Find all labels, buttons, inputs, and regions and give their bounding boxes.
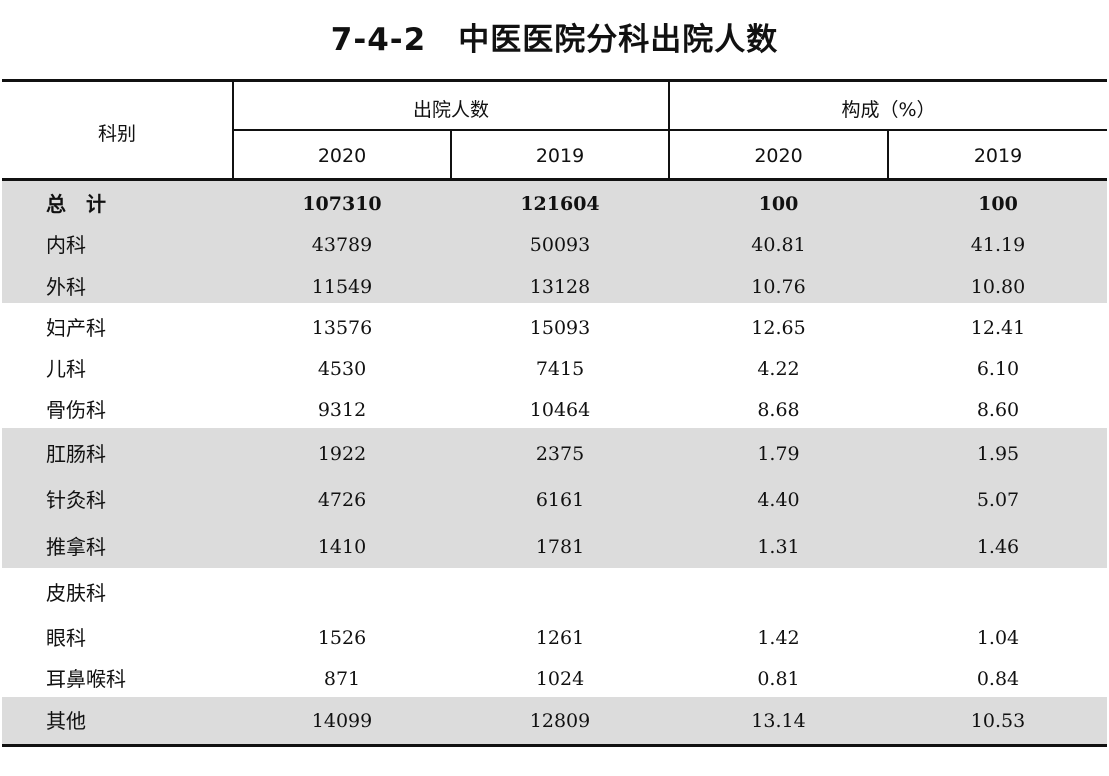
cell-2019-share: 1.95 [976, 443, 1020, 465]
cell-2019-share: 0.84 [976, 668, 1020, 690]
row-label: 耳鼻喉科 [46, 667, 126, 691]
cell-2019-share: 5.07 [976, 489, 1020, 511]
cell-2019-share: 6.10 [976, 358, 1020, 380]
cell-2020-count: 13576 [311, 317, 373, 339]
header-divider [887, 130, 889, 179]
cell-2020-share: 1.79 [757, 443, 800, 465]
cell-2020-share: 40.81 [751, 234, 806, 256]
cell-2020-share: 12.65 [751, 317, 806, 339]
cell-2020-share: 4.40 [757, 489, 800, 511]
cell-2020-count: 871 [323, 668, 361, 690]
cell-2020-count: 14099 [311, 710, 373, 732]
cell-2020-share: 10.76 [751, 276, 806, 298]
cell-2019-count: 50093 [529, 234, 591, 256]
row-label: 眼科 [46, 626, 86, 650]
row-label: 皮肤科 [46, 581, 106, 605]
cell-2020-count: 4726 [317, 489, 367, 511]
row-label: 肛肠科 [46, 442, 106, 466]
cell-2020-count: 107310 [302, 193, 382, 215]
cell-2019-share: 12.41 [970, 317, 1026, 339]
row-label: 针灸科 [46, 488, 106, 512]
cell-2019-count: 1024 [535, 668, 585, 690]
header-year: 2020 [754, 145, 803, 167]
cell-2020-share: 100 [758, 193, 799, 215]
table-bottom-rule [2, 744, 1107, 747]
cell-2019-count: 12809 [529, 710, 591, 732]
cell-2019-count: 121604 [520, 193, 600, 215]
row-label: 儿科 [46, 357, 86, 381]
row-label: 推拿科 [46, 535, 106, 559]
cell-2020-share: 8.68 [757, 399, 800, 421]
page-title: 7-4-2 中医医院分科出院人数 [330, 22, 779, 58]
cell-2019-count: 2375 [535, 443, 585, 465]
cell-2020-count: 1410 [317, 536, 367, 558]
table-top-rule [2, 79, 1107, 82]
cell-2020-share: 13.14 [751, 710, 806, 732]
cell-2019-share: 1.04 [976, 627, 1020, 649]
cell-2020-count: 11549 [311, 276, 373, 298]
cell-2019-count: 7415 [535, 358, 585, 380]
cell-2020-count: 9312 [317, 399, 367, 421]
cell-2019-count: 6161 [535, 489, 585, 511]
row-label: 骨伤科 [46, 398, 106, 422]
row-band [2, 697, 1107, 744]
header-divider [450, 130, 452, 179]
header-year: 2019 [535, 145, 585, 167]
cell-2020-share: 4.22 [757, 358, 800, 380]
cell-2019-count: 15093 [529, 317, 591, 339]
cell-2020-share: 1.31 [757, 536, 800, 558]
row-label: 外科 [46, 275, 86, 299]
cell-2019-share: 1.46 [976, 536, 1020, 558]
cell-2019-share: 8.60 [976, 399, 1020, 421]
cell-2020-share: 0.81 [757, 668, 800, 690]
row-label: 总 计 [46, 192, 106, 216]
header-year: 2020 [317, 145, 367, 167]
cell-2020-count: 4530 [317, 358, 367, 380]
cell-2019-share: 10.53 [970, 710, 1026, 732]
header-group-composition: 构成（%） [841, 99, 936, 121]
cell-2019-share: 100 [978, 193, 1018, 215]
row-label: 妇产科 [46, 316, 106, 340]
cell-2020-count: 1922 [317, 443, 367, 465]
cell-2020-share: 1.42 [757, 627, 800, 649]
row-label: 内科 [46, 233, 86, 257]
row-band [2, 181, 1107, 303]
header-year: 2019 [973, 145, 1023, 167]
header-group-rule [232, 129, 1107, 131]
cell-2019-count: 1781 [535, 536, 585, 558]
cell-2019-count: 10464 [529, 399, 591, 421]
header-category: 科别 [97, 123, 136, 145]
header-group-discharge: 出院人数 [412, 99, 489, 121]
header-bottom-rule [2, 178, 1107, 181]
cell-2020-count: 1526 [317, 627, 367, 649]
row-band [2, 428, 1107, 568]
cell-2019-count: 13128 [529, 276, 591, 298]
cell-2020-count: 43789 [311, 234, 373, 256]
cell-2019-share: 41.19 [970, 234, 1026, 256]
cell-2019-count: 1261 [535, 627, 585, 649]
row-label: 其他 [46, 709, 86, 733]
cell-2019-share: 10.80 [970, 276, 1026, 298]
